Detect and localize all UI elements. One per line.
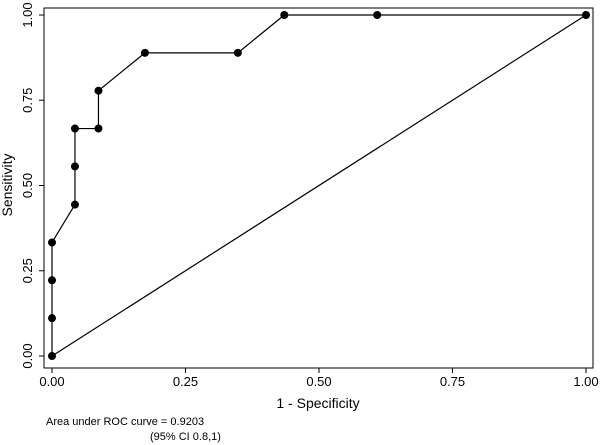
roc-point (70, 162, 79, 171)
y-tick-label: 0.50 (20, 173, 35, 198)
x-tick-label: 0.75 (440, 374, 465, 389)
roc-point (140, 48, 149, 57)
ci-annotation: (95% CI 0.8,1) (150, 431, 221, 443)
roc-point (233, 48, 242, 57)
roc-point (280, 11, 289, 19)
roc-point (48, 276, 56, 285)
x-axis: 0.00 0.25 0.50 0.75 1.00 (39, 368, 599, 389)
roc-series (48, 11, 590, 360)
roc-point (48, 352, 56, 360)
x-axis-label: 1 - Specificity (276, 395, 359, 411)
y-tick-label: 0.75 (20, 88, 35, 113)
auc-annotation: Area under ROC curve = 0.9203 (46, 416, 204, 428)
roc-point (582, 11, 590, 19)
y-tick-label: 0.25 (20, 258, 35, 283)
plot-border (43, 7, 594, 369)
roc-point (373, 11, 382, 19)
roc-point (70, 200, 79, 209)
y-axis-label: Sensitivity (0, 153, 15, 216)
roc-point (94, 86, 103, 95)
y-tick-label: 1.00 (20, 2, 35, 27)
x-tick-label: 1.00 (573, 374, 598, 389)
y-axis: 0.00 0.25 0.50 0.75 1.00 (20, 2, 44, 369)
roc-point (94, 124, 103, 133)
x-tick-label: 0.00 (39, 374, 64, 389)
x-tick-label: 0.50 (306, 374, 331, 389)
x-tick-label: 0.25 (173, 374, 198, 389)
roc-point (70, 124, 79, 133)
reference-line (51, 14, 587, 357)
roc-point (48, 314, 56, 323)
y-tick-label: 0.00 (20, 343, 35, 368)
reference-line-group (51, 14, 587, 357)
plot-frame (43, 7, 594, 369)
roc-point (48, 238, 56, 247)
roc-curve-line (51, 14, 586, 356)
